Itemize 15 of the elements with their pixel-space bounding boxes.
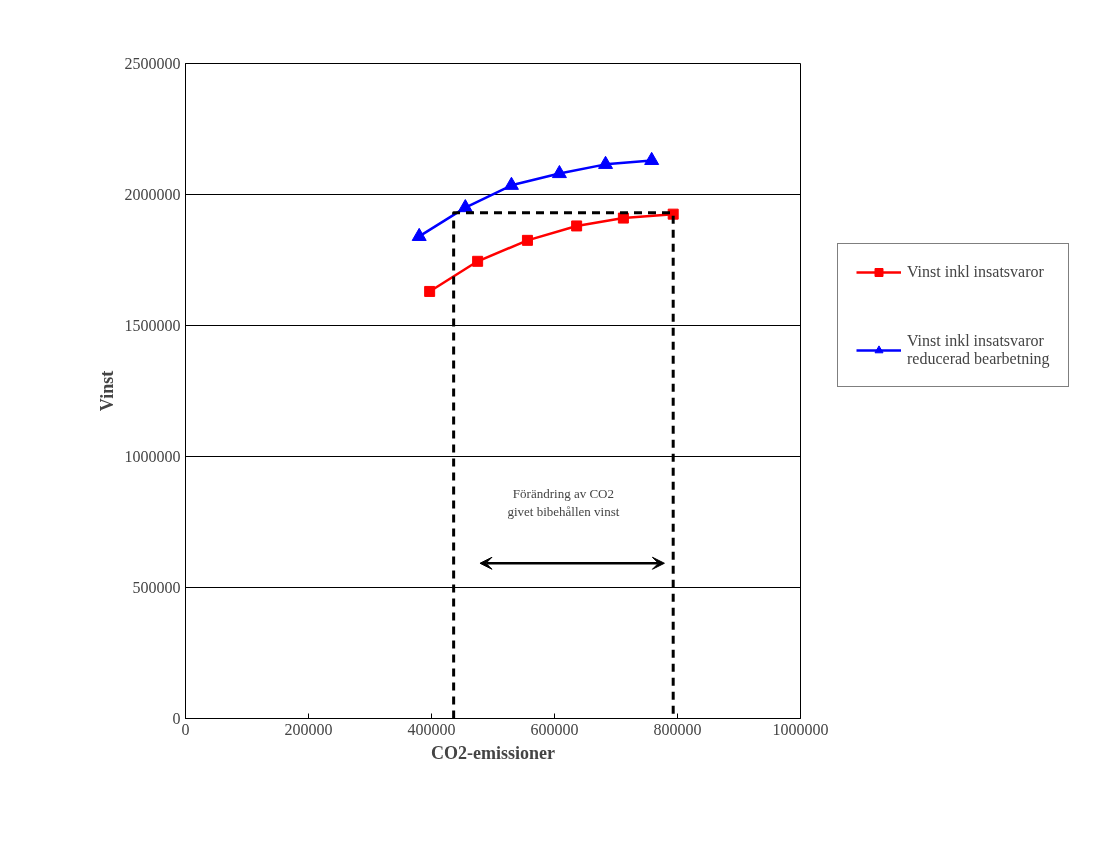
y-tick-label: 1000000 xyxy=(124,448,181,465)
y-tick-label: 2500000 xyxy=(124,55,181,72)
y-tick-label: 500000 xyxy=(132,579,181,596)
legend-label: Vinst inkl insatsvaror reducerad bearbetning xyxy=(907,332,1050,368)
legend-label: Vinst inkl insatsvaror xyxy=(907,263,1044,281)
x-tick-label: 800000 xyxy=(653,720,702,738)
x-tick-label: 600000 xyxy=(530,720,579,738)
x-tick-label: 400000 xyxy=(407,720,456,738)
annotation: Förändring av CO2 givet bibehållen vinst xyxy=(507,485,620,519)
x-axis-title: CO2-emissioner xyxy=(431,742,555,763)
x-tick-label: 1000000 xyxy=(772,720,829,738)
x-tick-label: 200000 xyxy=(284,720,333,738)
y-tick-label: 2000000 xyxy=(124,186,181,203)
y-axis-title: Vinst xyxy=(96,370,117,412)
y-tick-label: 1500000 xyxy=(124,317,181,334)
